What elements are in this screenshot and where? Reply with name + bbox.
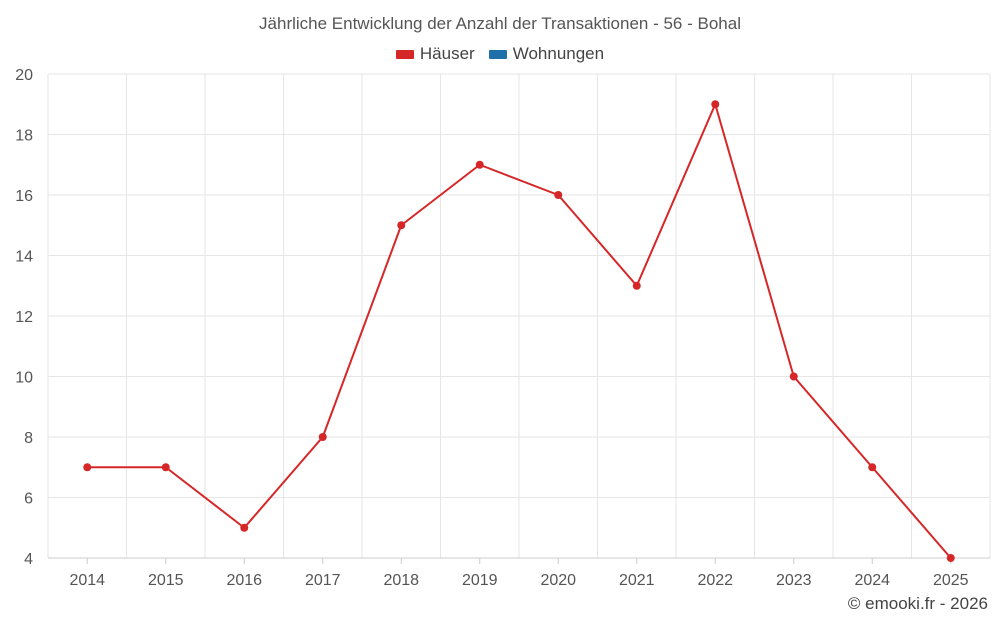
x-axis: 2014 2015 2016 2017 2018 2019 2020 2021 2022 2023… [48, 557, 990, 589]
y-tick-label: 14 [15, 249, 33, 266]
y-tick-label: 6 [24, 491, 33, 508]
data-point [161, 463, 170, 472]
data-point [946, 554, 955, 562]
x-tick-label: 2020 [540, 572, 576, 589]
x-tick-label: 2022 [697, 572, 733, 589]
chart-title: Jährliche Entwicklung der Anzahl der Tra… [259, 14, 741, 33]
y-tick-label: 12 [15, 309, 33, 326]
x-tick-label: 2015 [148, 572, 184, 589]
legend-label-wohnungen: Wohnungen [512, 44, 605, 63]
x-tick-label: 2019 [462, 572, 498, 589]
legend-label-haeuser: Häuser [419, 44, 475, 63]
legend-swatch-haeuser [395, 49, 414, 59]
credit-text: © emooki.fr - 2026 [847, 594, 988, 613]
y-tick-label: 16 [15, 188, 33, 205]
legend-item-haeuser[interactable]: Häuser [395, 44, 475, 64]
legend-swatch-wohnungen [488, 49, 507, 59]
data-point [83, 463, 92, 472]
x-tick-label: 2017 [305, 572, 341, 589]
x-tick-label: 2025 [933, 572, 969, 589]
data-point [318, 433, 327, 441]
series-line-0 [87, 103, 952, 559]
data-point [711, 100, 720, 109]
data-point [789, 372, 798, 381]
x-tick-label: 2021 [619, 572, 655, 589]
x-tick-label: 2016 [226, 572, 262, 589]
data-point [397, 221, 406, 230]
legend-item-wohnungen[interactable]: Wohnungen [488, 44, 605, 64]
y-tick-label: 8 [24, 430, 33, 447]
data-point [632, 281, 641, 290]
y-tick-label: 20 [15, 67, 33, 84]
y-axis: 4 6 8 10 12 14 16 18 20 [15, 67, 33, 568]
data-point [240, 523, 249, 532]
x-tick-label: 2014 [69, 572, 105, 589]
data-point [475, 160, 484, 169]
y-tick-label: 4 [24, 551, 33, 568]
y-tick-label: 18 [15, 128, 33, 145]
x-tick-label: 2018 [383, 572, 419, 589]
y-tick-label: 10 [15, 370, 33, 387]
series-group [83, 100, 955, 562]
chart-legend: Häuser Wohnungen [0, 44, 1000, 64]
data-point [554, 191, 563, 199]
x-tick-label: 2024 [854, 572, 890, 589]
data-point [868, 463, 877, 472]
x-tick-label: 2023 [776, 572, 812, 589]
grid-lines [47, 73, 991, 559]
